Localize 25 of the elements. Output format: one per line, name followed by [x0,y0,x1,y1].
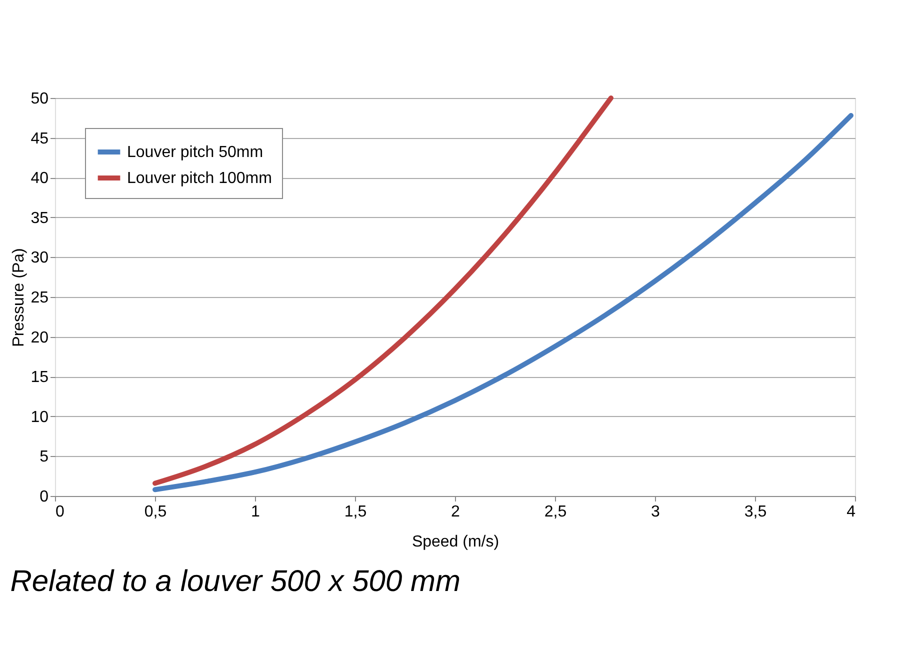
y-tick-label: 35 [30,210,49,227]
y-tick-label: 50 [30,90,49,108]
x-tick-label: 1,5 [344,504,367,520]
legend-label: Louver pitch 50mm [127,144,264,161]
x-tick-label: 3,5 [744,504,767,520]
y-tick-label: 45 [30,130,49,148]
x-tick-label: 2 [451,504,460,520]
x-tick-label: 4 [846,504,856,520]
text: Related to a louver 500 x 500 mm [10,565,460,598]
x-tick-label: 2,5 [544,504,567,520]
y-tick-label: 25 [30,290,49,306]
x-tick-label: 0,5 [144,504,167,520]
legend-label: Louver pitch 100mm [127,170,272,187]
x-tick-label: 3 [651,504,660,520]
y-tick-label: 20 [30,329,49,346]
y-tick-label: 40 [30,170,49,188]
y-tick-label: 10 [30,408,49,426]
x-tick-label: 0 [56,504,64,520]
x-tick-label: 1 [251,504,260,520]
y-axis-title: Pressure (Pa) [10,248,28,347]
x-axis-title: Speed (m/s) [412,534,500,550]
y-tick-label: 0 [40,488,49,506]
y-tick-label: 5 [40,448,49,466]
y-tick-label: 15 [30,369,49,386]
y-tick-label: 30 [30,250,49,267]
